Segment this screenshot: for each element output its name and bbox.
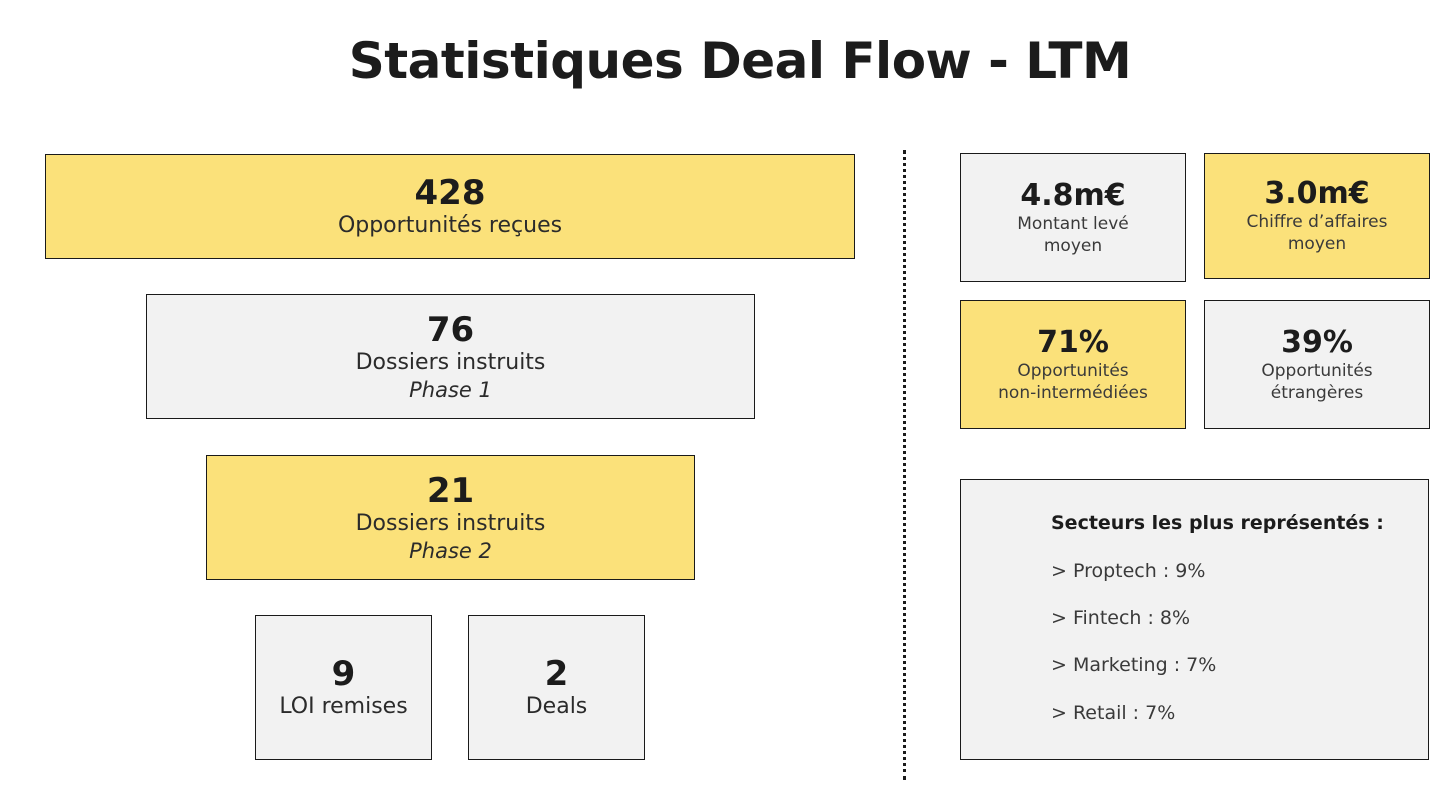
non-intermediated-label-2: non-intermédiées: [998, 382, 1148, 403]
funnel-phase1-box: 76 Dossiers instruits Phase 1: [146, 294, 755, 419]
kpi-avg-raised-box: 4.8m€ Montant levé moyen: [960, 153, 1186, 282]
sector-item: > Marketing : 7%: [1051, 654, 1217, 676]
phase2-value: 21: [426, 470, 475, 511]
kpi-avg-revenue-box: 3.0m€ Chiffre d’affaires moyen: [1204, 153, 1430, 279]
non-intermediated-label-1: Opportunités: [1017, 360, 1129, 381]
non-intermediated-value: 71%: [1037, 324, 1109, 360]
phase2-sub: Phase 2: [409, 538, 492, 563]
kpi-foreign-box: 39% Opportunités étrangères: [1204, 300, 1430, 429]
funnel-deals-box: 2 Deals: [468, 615, 645, 760]
avg-revenue-label-2: moyen: [1287, 234, 1347, 254]
avg-revenue-label-1: Chiffre d’affaires: [1246, 212, 1388, 232]
deals-value: 2: [544, 653, 569, 694]
foreign-label-1: Opportunités: [1261, 360, 1373, 381]
sectors-title: Secteurs les plus représentés :: [1051, 512, 1384, 534]
funnel-received-box: 428 Opportunités reçues: [45, 154, 855, 259]
deals-label: Deals: [525, 693, 588, 719]
avg-raised-label-1: Montant levé: [1017, 213, 1129, 234]
sector-item: > Retail : 7%: [1051, 702, 1176, 724]
sector-item: > Proptech : 9%: [1051, 560, 1206, 582]
phase2-label: Dossiers instruits: [355, 510, 546, 536]
page-title: Statistiques Deal Flow - LTM: [348, 32, 1132, 90]
received-value: 428: [414, 172, 486, 213]
phase1-value: 76: [426, 309, 475, 350]
avg-revenue-value: 3.0m€: [1264, 176, 1370, 211]
funnel-loi-box: 9 LOI remises: [255, 615, 432, 760]
avg-raised-label-2: moyen: [1043, 235, 1103, 256]
kpi-non-intermediated-box: 71% Opportunités non-intermédiées: [960, 300, 1186, 429]
phase1-sub: Phase 1: [409, 377, 492, 402]
loi-label: LOI remises: [279, 693, 408, 719]
sector-item: > Fintech : 8%: [1051, 607, 1191, 629]
funnel-phase2-box: 21 Dossiers instruits Phase 2: [206, 455, 695, 580]
loi-value: 9: [331, 653, 356, 694]
avg-raised-value: 4.8m€: [1020, 177, 1126, 213]
dotted-divider: [903, 150, 906, 780]
sectors-box: Secteurs les plus représentés : > Propte…: [960, 479, 1429, 760]
received-label: Opportunités reçues: [337, 212, 563, 238]
foreign-value: 39%: [1281, 324, 1353, 360]
foreign-label-2: étrangères: [1270, 382, 1364, 403]
phase1-label: Dossiers instruits: [355, 349, 546, 375]
